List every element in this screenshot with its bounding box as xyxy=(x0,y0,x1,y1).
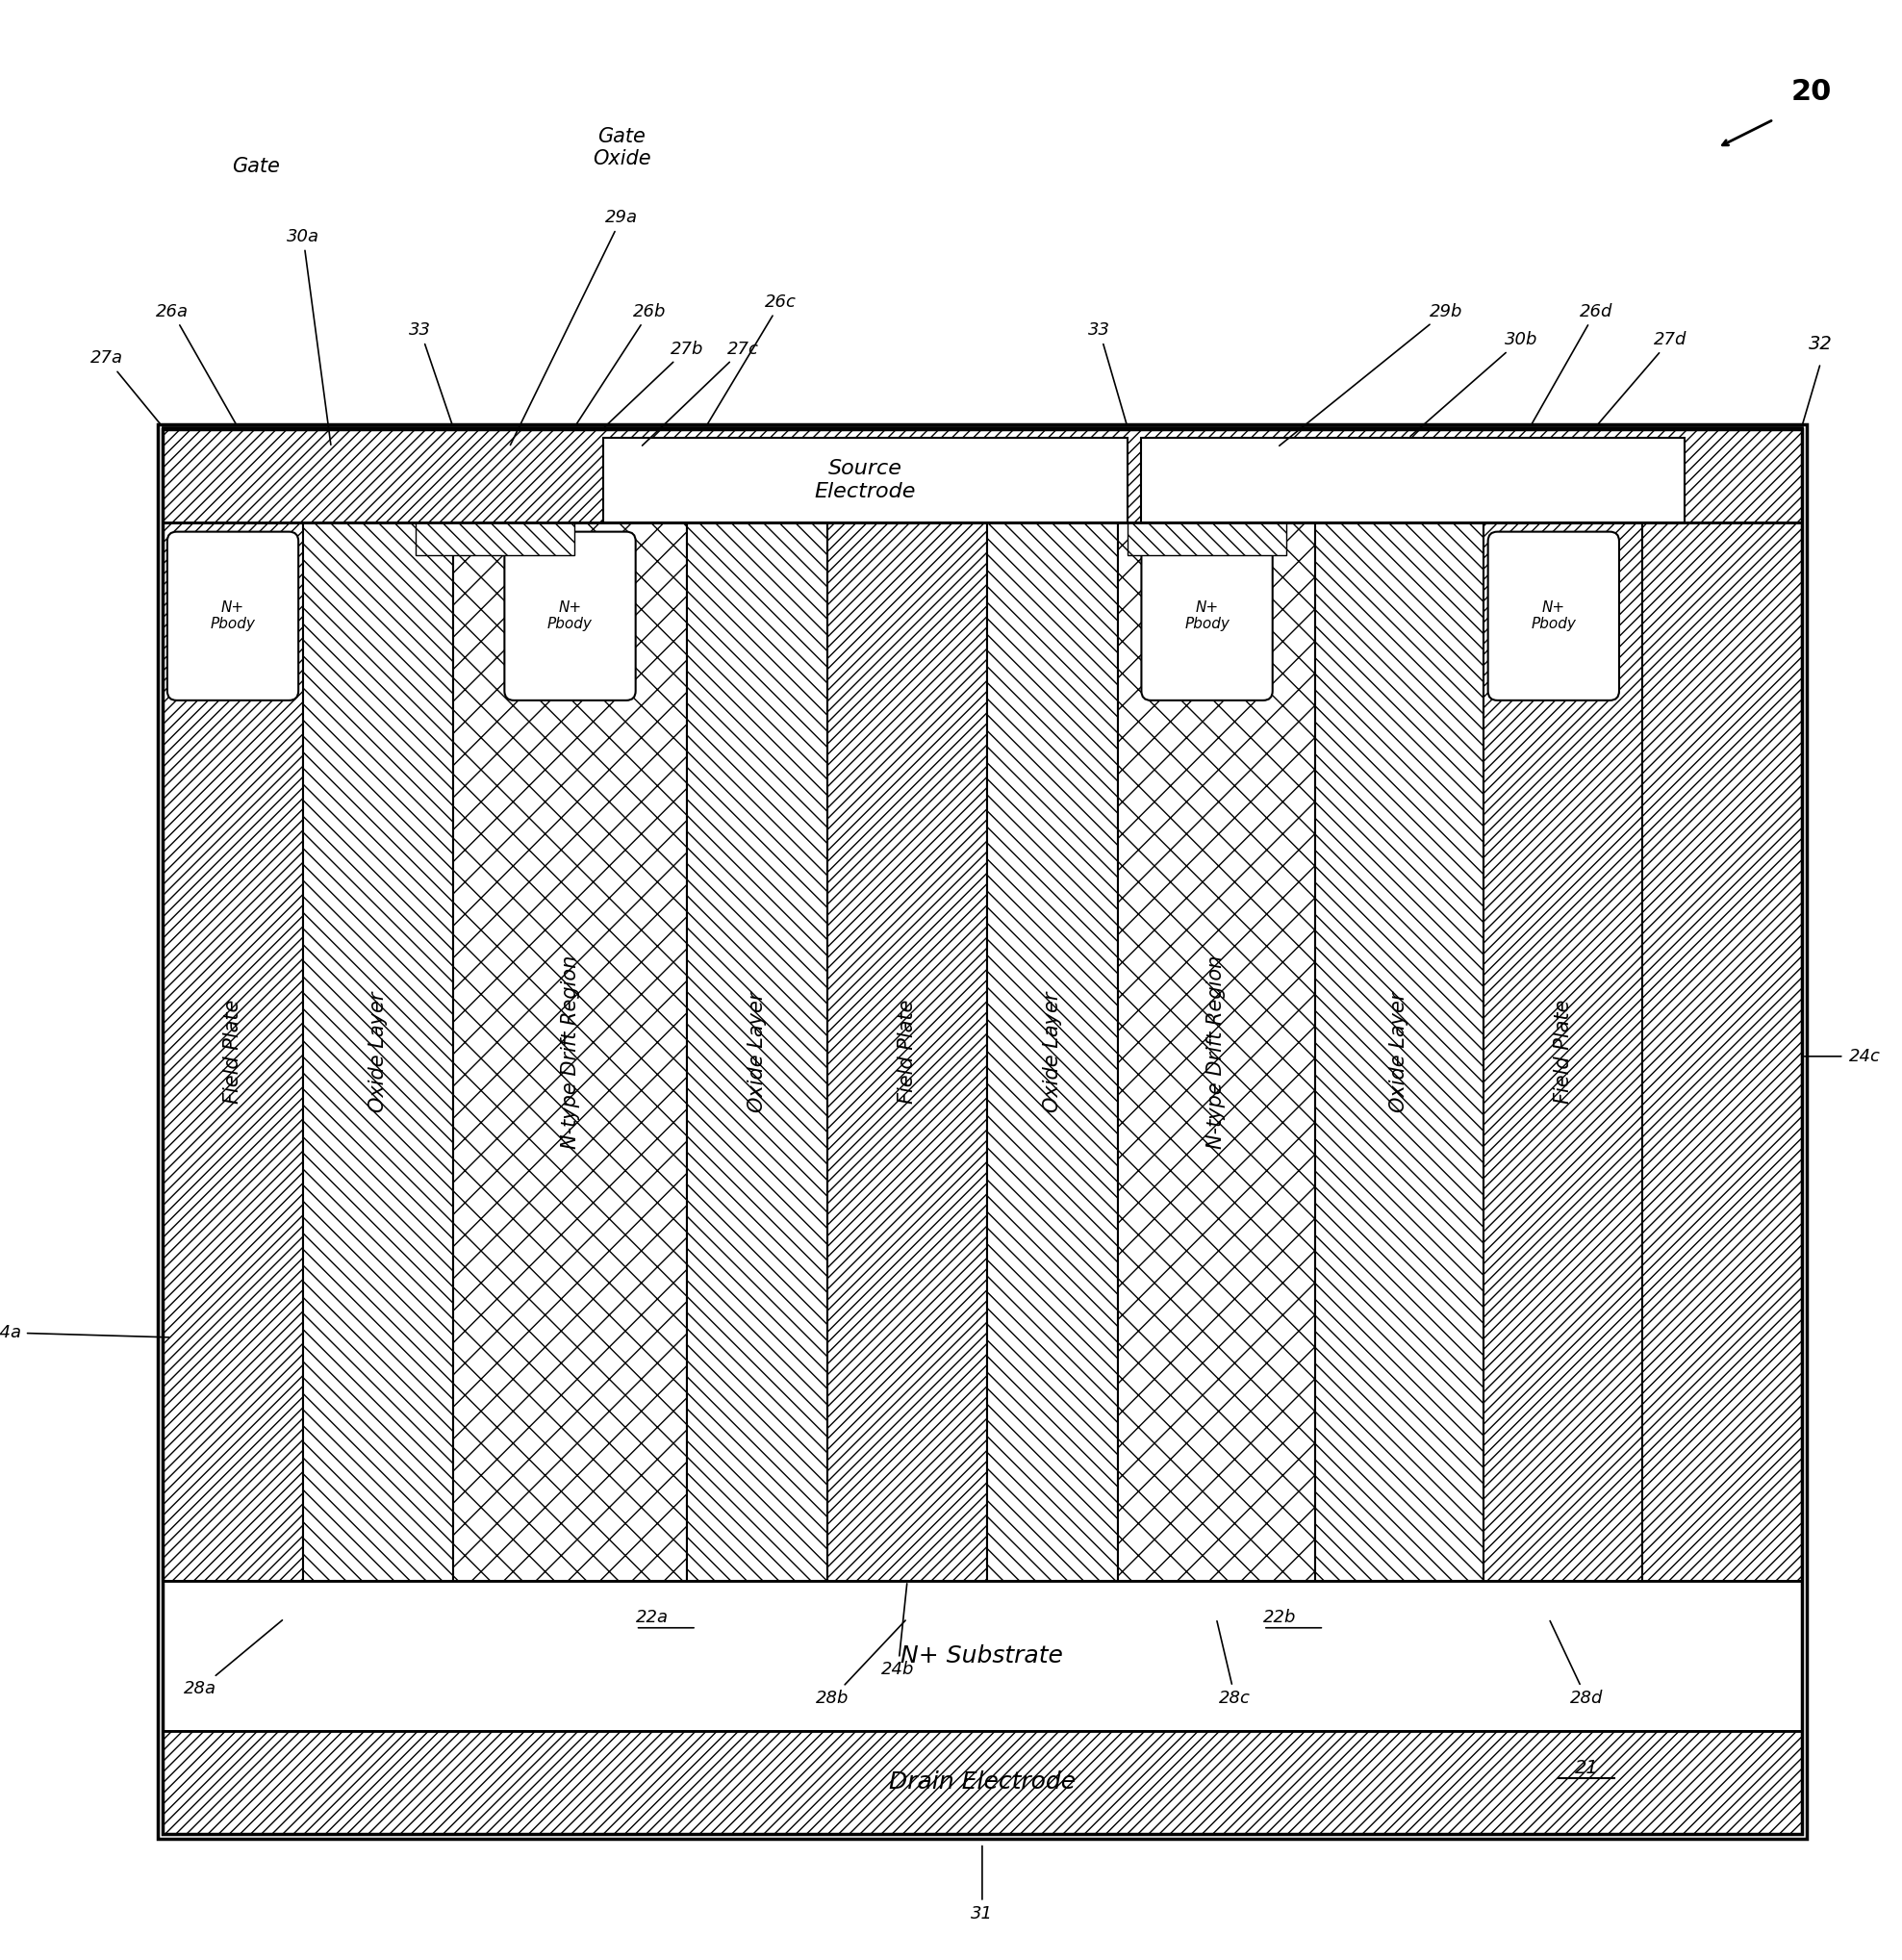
FancyBboxPatch shape xyxy=(1141,531,1272,700)
Text: N-type Drift Region: N-type Drift Region xyxy=(1206,955,1227,1149)
Text: 28a: 28a xyxy=(184,1621,281,1697)
Bar xyxy=(1314,523,1484,1582)
Text: 30b: 30b xyxy=(1411,331,1537,437)
FancyBboxPatch shape xyxy=(504,531,635,700)
Text: Drain Electrode: Drain Electrode xyxy=(888,1770,1075,1793)
Text: 30a: 30a xyxy=(287,227,331,445)
Bar xyxy=(687,523,827,1582)
Bar xyxy=(1643,523,1801,1582)
Text: 27c: 27c xyxy=(643,341,759,445)
Text: 27d: 27d xyxy=(1598,331,1687,425)
Bar xyxy=(1128,523,1286,555)
Bar xyxy=(162,1582,1801,1731)
Text: 28b: 28b xyxy=(816,1621,905,1707)
Text: Oxide Layer: Oxide Layer xyxy=(747,992,767,1111)
Text: Oxide Layer: Oxide Layer xyxy=(369,992,388,1111)
Bar xyxy=(603,437,1128,523)
Bar xyxy=(302,523,453,1582)
Text: 24b: 24b xyxy=(881,1584,915,1678)
Text: Oxide Layer: Oxide Layer xyxy=(1042,992,1061,1111)
Text: 29a: 29a xyxy=(510,210,637,445)
Bar xyxy=(162,429,302,1582)
Text: 31: 31 xyxy=(972,1846,993,1923)
Text: 26c: 26c xyxy=(708,294,797,425)
Text: 26d: 26d xyxy=(1531,302,1613,425)
Bar xyxy=(162,429,1801,1835)
Text: N+
Pbody: N+ Pbody xyxy=(1185,600,1229,631)
Text: N+
Pbody: N+ Pbody xyxy=(1531,600,1577,631)
Bar xyxy=(1118,523,1314,1582)
Text: 21: 21 xyxy=(1575,1760,1598,1778)
Text: 33: 33 xyxy=(409,321,453,423)
Text: N+ Substrate: N+ Substrate xyxy=(902,1644,1063,1668)
Bar xyxy=(1484,523,1643,1582)
Text: 26b: 26b xyxy=(576,302,666,425)
FancyBboxPatch shape xyxy=(1487,531,1619,700)
Bar xyxy=(1141,437,1685,523)
Text: 27b: 27b xyxy=(605,341,704,427)
Bar xyxy=(827,523,987,1582)
Text: 29b: 29b xyxy=(1280,302,1463,445)
Text: 22a: 22a xyxy=(635,1609,668,1627)
Text: 28c: 28c xyxy=(1217,1621,1252,1707)
Text: 24c: 24c xyxy=(1849,1049,1881,1064)
Text: 32: 32 xyxy=(1809,335,1832,353)
Text: 20: 20 xyxy=(1792,78,1832,106)
Text: Gate
Oxide: Gate Oxide xyxy=(592,127,650,169)
Bar xyxy=(158,423,1807,1838)
Text: 33: 33 xyxy=(1088,321,1126,423)
FancyBboxPatch shape xyxy=(167,531,299,700)
Bar xyxy=(162,427,1801,523)
Bar xyxy=(453,523,687,1582)
Bar xyxy=(162,429,1801,523)
Text: 24a: 24a xyxy=(0,1323,169,1341)
Bar xyxy=(415,523,574,555)
Text: Gate: Gate xyxy=(232,157,280,176)
Text: 26a: 26a xyxy=(156,302,236,425)
Text: Field Plate: Field Plate xyxy=(898,1000,917,1103)
Text: Oxide Layer: Oxide Layer xyxy=(1388,992,1409,1111)
Bar xyxy=(987,523,1118,1582)
Bar xyxy=(162,1731,1801,1835)
Text: N+
Pbody: N+ Pbody xyxy=(548,600,593,631)
Text: 27a: 27a xyxy=(89,349,162,425)
Text: N+
Pbody: N+ Pbody xyxy=(211,600,255,631)
Text: Field Plate: Field Plate xyxy=(1554,1000,1573,1103)
Text: 28d: 28d xyxy=(1550,1621,1603,1707)
Text: 22b: 22b xyxy=(1263,1609,1295,1627)
Text: Field Plate: Field Plate xyxy=(223,1000,242,1103)
Text: Source
Electrode: Source Electrode xyxy=(814,459,917,502)
Text: N-type Drift Region: N-type Drift Region xyxy=(561,955,580,1149)
